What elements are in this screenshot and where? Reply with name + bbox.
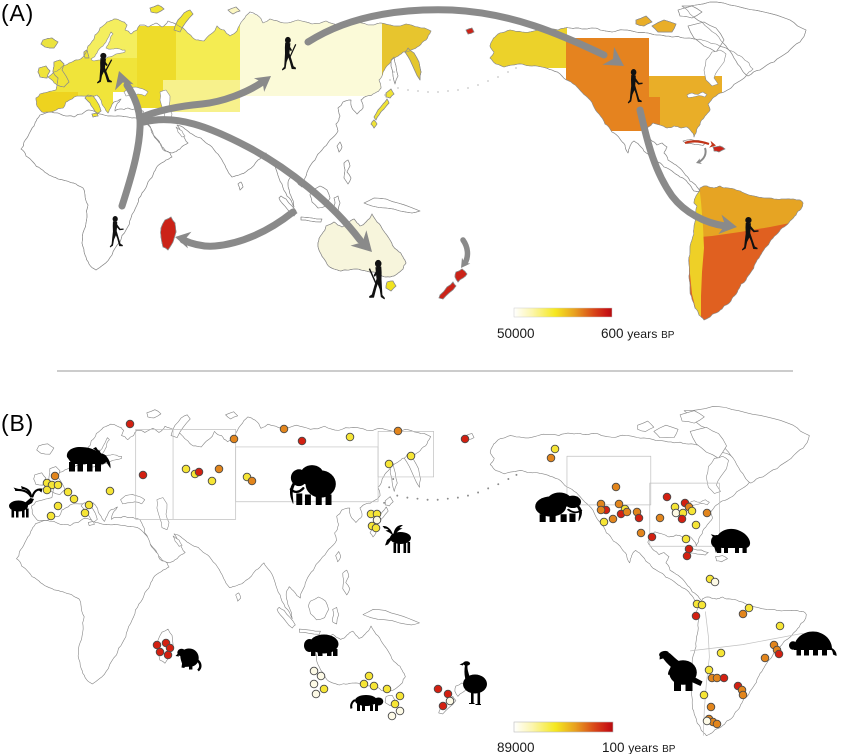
svg-text:(A): (A) xyxy=(1,0,34,26)
svg-text:89000: 89000 xyxy=(497,740,535,754)
svg-text:100 years BP: 100 years BP xyxy=(602,740,676,754)
svg-text:50000: 50000 xyxy=(497,326,535,341)
svg-text:600 years BP: 600 years BP xyxy=(601,326,675,341)
svg-text:(B): (B) xyxy=(1,410,34,436)
